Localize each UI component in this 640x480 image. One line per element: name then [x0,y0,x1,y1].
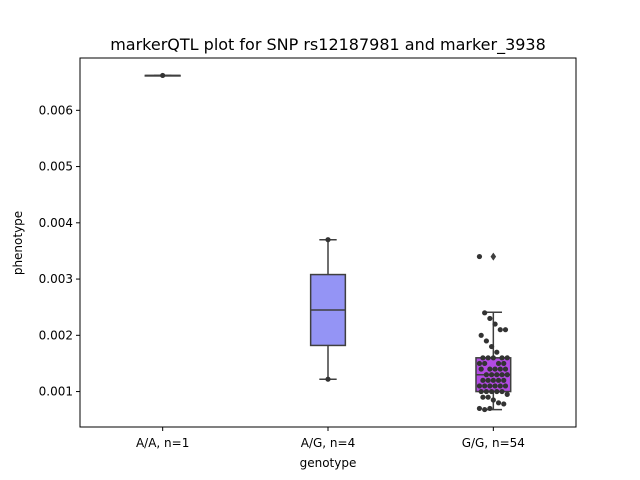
data-point [490,397,496,403]
chart-title: markerQTL plot for SNP rs12187981 and ma… [110,35,546,55]
data-point [483,338,489,344]
data-point [502,383,509,389]
strip-points [160,72,510,413]
data-point [480,394,486,400]
y-tick-label: 0.004 [39,216,73,230]
y-tick-label: 0.001 [39,385,73,399]
data-point [504,372,510,378]
data-point [476,383,483,389]
data-point [480,377,486,383]
data-point [325,376,331,382]
data-point [497,366,503,372]
x-tick-label: G/G, n=54 [462,436,525,450]
data-point [502,327,509,333]
data-point [488,388,495,395]
data-point [499,372,505,378]
x-axis-label: genotype [300,456,357,470]
data-point [504,391,510,397]
data-point [160,72,166,79]
data-point [325,237,331,243]
data-point [485,355,491,361]
data-point [499,355,505,361]
data-point [492,321,498,327]
x-axis: A/A, n=1 A/G, n=4 G/G, n=54 [136,427,525,450]
data-point [495,360,502,367]
data-point [482,360,488,367]
data-point [497,327,503,333]
data-point [485,377,491,383]
data-point [478,366,484,372]
data-point [494,372,500,378]
y-axis: 0.001 0.002 0.003 0.004 0.005 0.006 [39,103,80,399]
plot-frame [79,57,577,428]
data-point [482,406,488,413]
data-point [487,383,493,389]
data-point [504,355,510,361]
data-point [492,383,498,389]
data-point [495,377,502,383]
data-point [501,360,507,367]
data-point [494,349,500,355]
data-point [494,388,500,395]
data-point [483,388,489,395]
data-point [476,405,483,412]
y-tick-label: 0.002 [39,328,73,342]
data-point [490,355,496,361]
data-point [501,401,507,407]
y-axis-label: phenotype [11,211,25,275]
data-point [476,253,483,260]
data-point [501,377,507,383]
data-point [478,388,484,395]
data-point [497,383,503,389]
data-point [480,355,486,361]
data-point [487,366,493,372]
data-point [478,332,484,338]
box-plot-boxes [144,74,512,411]
data-point [482,310,488,316]
box-group [309,238,347,380]
data-point [476,360,483,367]
y-tick-label: 0.006 [39,103,73,117]
data-point [495,400,502,406]
data-point [483,372,489,378]
data-point [488,372,495,378]
data-point [492,366,498,372]
y-tick-label: 0.003 [39,272,73,286]
data-point [485,394,491,400]
x-tick-label: A/A, n=1 [136,436,189,450]
data-point [499,388,505,395]
y-tick-label: 0.005 [39,160,73,174]
data-point [502,366,509,372]
data-point [487,315,493,322]
data-point [487,405,493,412]
data-point [490,377,496,383]
data-point [488,343,495,350]
data-point [482,383,488,389]
x-tick-label: A/G, n=4 [301,436,355,450]
outlier-marker [490,252,497,261]
